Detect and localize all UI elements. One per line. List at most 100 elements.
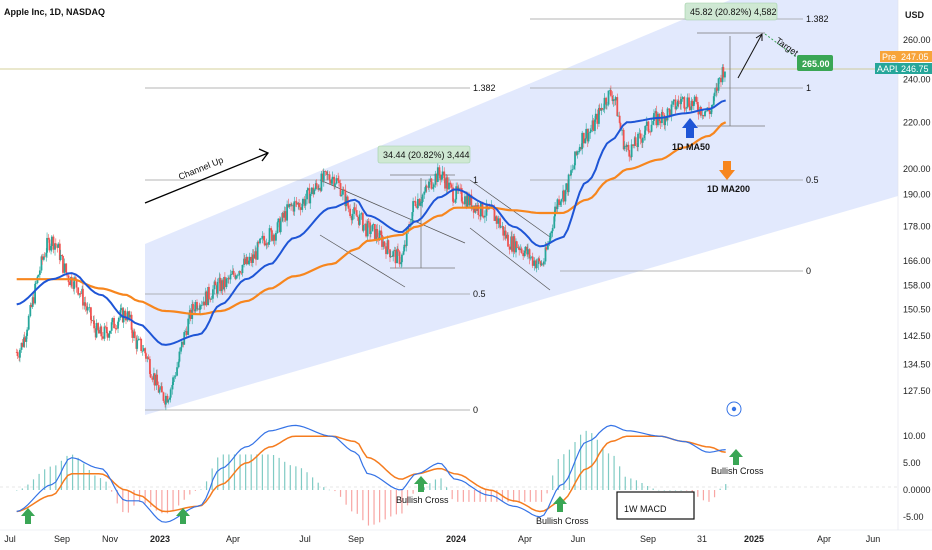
last-value-bg [898, 63, 932, 74]
macd-hist-bar [635, 480, 638, 490]
candle [68, 281, 71, 286]
candle [650, 119, 653, 133]
price-tick-label: 166.00 [903, 256, 931, 266]
macd-hist-bar [245, 454, 247, 490]
candle [284, 206, 287, 223]
macd-hist-bar [44, 469, 46, 490]
candle [584, 137, 587, 144]
candle [614, 95, 617, 106]
fib-left-1: 1 [473, 175, 478, 185]
ma50-arrow-icon [682, 118, 698, 138]
candle [398, 250, 401, 268]
candle [688, 93, 690, 108]
candle [62, 255, 64, 276]
macd-tick-label: -5.00 [903, 512, 924, 522]
candle [131, 327, 134, 343]
candle [439, 170, 442, 186]
macd-hist-bar [71, 454, 74, 490]
candle [229, 269, 232, 284]
candle [461, 197, 464, 209]
candle [373, 223, 376, 241]
price-tick-label: 220.00 [903, 117, 931, 127]
candle [385, 242, 387, 259]
price-tick-label: 200.00 [903, 164, 931, 174]
candle [86, 302, 89, 314]
candle [558, 195, 560, 207]
candle [355, 204, 358, 216]
macd-hist-bar [250, 454, 252, 490]
macd-hist-bar [312, 477, 314, 490]
pre-value: 247.05 [901, 52, 929, 62]
candle [428, 178, 430, 192]
time-tick-label: 31 [697, 534, 707, 544]
macd-hist-bar [607, 453, 610, 490]
candle [634, 132, 637, 146]
candle [223, 272, 226, 293]
candle [101, 332, 104, 341]
candle [495, 215, 498, 230]
candle [578, 144, 581, 153]
macd-hist-bar [412, 490, 414, 494]
candle [333, 174, 336, 190]
candle [288, 203, 291, 209]
candle [430, 178, 433, 190]
candle [298, 198, 300, 211]
candle [109, 330, 111, 334]
candle [416, 193, 419, 210]
candle [688, 103, 691, 111]
candle [30, 303, 33, 308]
price-tick-label: 260.00 [903, 35, 931, 45]
candle [527, 243, 529, 260]
candle [320, 170, 323, 192]
candle [227, 276, 230, 285]
candle [241, 264, 244, 277]
candle [117, 316, 120, 326]
chart-title: Apple Inc, 1D, NASDAQ [4, 7, 105, 17]
macd-hist-bar [122, 490, 124, 513]
ma200-arrow-icon [719, 161, 735, 180]
candle [434, 170, 437, 188]
macd-hist-bar [702, 490, 705, 501]
candle [282, 210, 285, 223]
candle [111, 317, 114, 325]
candle [358, 210, 361, 226]
candle [369, 225, 372, 238]
candle [371, 224, 374, 232]
target-price: 265.00 [802, 59, 830, 69]
macd-hist-bar [189, 490, 191, 495]
fib-left-05: 0.5 [473, 289, 486, 299]
candle [77, 287, 80, 296]
candle [26, 327, 29, 340]
macd-hist-bar [295, 466, 297, 490]
fib-right-05: 0.5 [806, 175, 819, 185]
macd-hist-bar [105, 481, 107, 490]
time-tick-label: Sep [348, 534, 364, 544]
macd-hist-bar [462, 490, 464, 502]
price-tick-label: 127.50 [903, 386, 931, 396]
candle [57, 242, 60, 248]
candle [482, 215, 485, 219]
candle [299, 202, 302, 216]
price-tick-label: 158.00 [903, 280, 931, 290]
macd-hist-bar [540, 490, 543, 502]
candle [158, 387, 161, 395]
candle [565, 183, 568, 195]
candle [142, 345, 145, 352]
candle [681, 95, 684, 102]
candle [397, 243, 399, 256]
macd-hist-bar [49, 466, 51, 490]
macd-hist-bar [446, 487, 448, 490]
candle [34, 281, 36, 305]
macd-hist-bar [278, 457, 280, 490]
candle [255, 247, 257, 266]
macd-hist-bar [451, 490, 453, 500]
pre-tag-bg [880, 51, 898, 62]
candle [48, 237, 51, 253]
candle [219, 273, 222, 293]
candle [529, 255, 532, 261]
candle [421, 193, 424, 208]
candle [322, 168, 325, 187]
candle [720, 74, 722, 87]
macd-hist-bar [496, 490, 498, 502]
macd-hist-bar [725, 484, 727, 490]
